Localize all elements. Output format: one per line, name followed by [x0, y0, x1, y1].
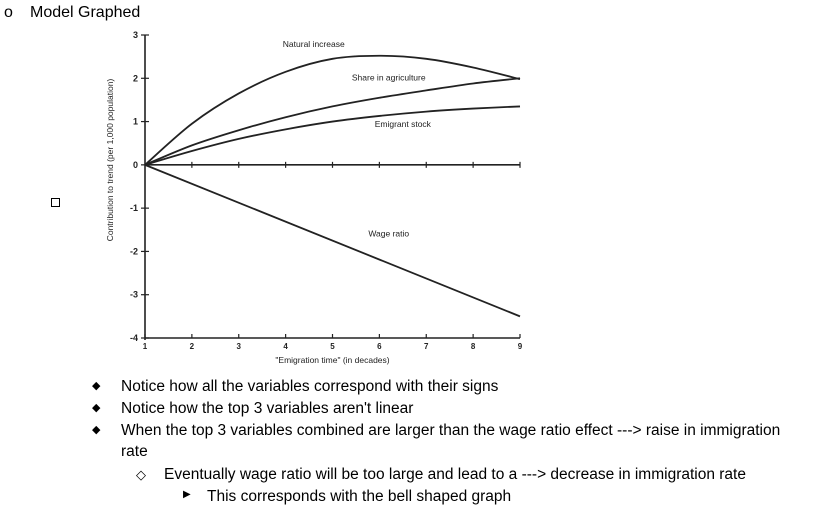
y-tick-label: 2	[133, 73, 138, 83]
x-tick-label: 2	[190, 342, 195, 351]
x-axis-label: "Emigration time" (in decades)	[275, 355, 389, 365]
series-line-natural-increase	[144, 54, 521, 166]
series-label-emigrant-stock: Emigrant stock	[375, 119, 432, 129]
note-item: This corresponds with the bell shaped gr…	[207, 488, 512, 505]
x-tick-label: 6	[377, 342, 382, 351]
x-tick-label: 8	[471, 342, 476, 351]
series-label-wage-ratio: Wage ratio	[368, 228, 409, 238]
y-tick-label: -2	[130, 246, 138, 256]
y-tick-label: 1	[133, 117, 138, 127]
diamond-bullet-icon: ◆	[92, 380, 101, 392]
chart: 3 2 1 0 -1 -2 -3 -4 1 2 3 4 5 6 7 8 9 Contribution to tre…	[105, 30, 523, 365]
arrow-bullet-icon: ▶	[183, 489, 191, 500]
note-item: Notice how the top 3 variables aren't li…	[121, 400, 414, 417]
x-tick-label: 3	[237, 342, 242, 351]
hollow-circle-bullet-icon: o	[4, 4, 13, 21]
x-tick-label: 7	[424, 342, 429, 351]
y-tick-label: -4	[130, 333, 138, 343]
chart-axes: 3 2 1 0 -1 -2 -3 -4 1 2 3 4 5 6 7 8 9 Contribution to tre…	[105, 30, 523, 365]
x-tick-label: 1	[143, 342, 148, 351]
y-tick-label: 0	[133, 160, 138, 170]
y-tick-label: -1	[130, 203, 138, 213]
x-tick-label: 5	[330, 342, 335, 351]
series-line-share-in-agriculture	[144, 77, 521, 166]
y-axis-label: Contribution to trend (per 1,000 populat…	[105, 79, 115, 242]
y-tick-label: -3	[130, 290, 138, 300]
x-tick-label: 9	[518, 342, 523, 351]
chart-labels: Natural increase Share in agriculture Emig…	[283, 39, 432, 238]
note-item: When the top 3 variables combined are la…	[121, 422, 781, 439]
note-item: Eventually wage ratio will be too large …	[164, 466, 746, 483]
y-tick-label: 3	[133, 30, 138, 40]
chart-lines	[144, 54, 521, 318]
hollow-diamond-bullet-icon: ◇	[136, 467, 146, 482]
series-label-natural-increase: Natural increase	[283, 39, 345, 49]
diamond-bullet-icon: ◆	[92, 424, 101, 436]
series-line-wage-ratio	[144, 164, 521, 318]
square-bullet-icon	[51, 198, 60, 207]
note-item: rate	[121, 443, 148, 460]
x-tick-label: 4	[283, 342, 288, 351]
diamond-bullet-icon: ◆	[92, 402, 101, 414]
heading: o Model Graphed	[4, 2, 140, 24]
heading-text: Model Graphed	[30, 4, 141, 21]
series-label-share-in-agriculture: Share in agriculture	[352, 72, 426, 82]
note-item: Notice how all the variables correspond …	[121, 378, 499, 395]
series-line-emigrant-stock	[144, 105, 521, 166]
